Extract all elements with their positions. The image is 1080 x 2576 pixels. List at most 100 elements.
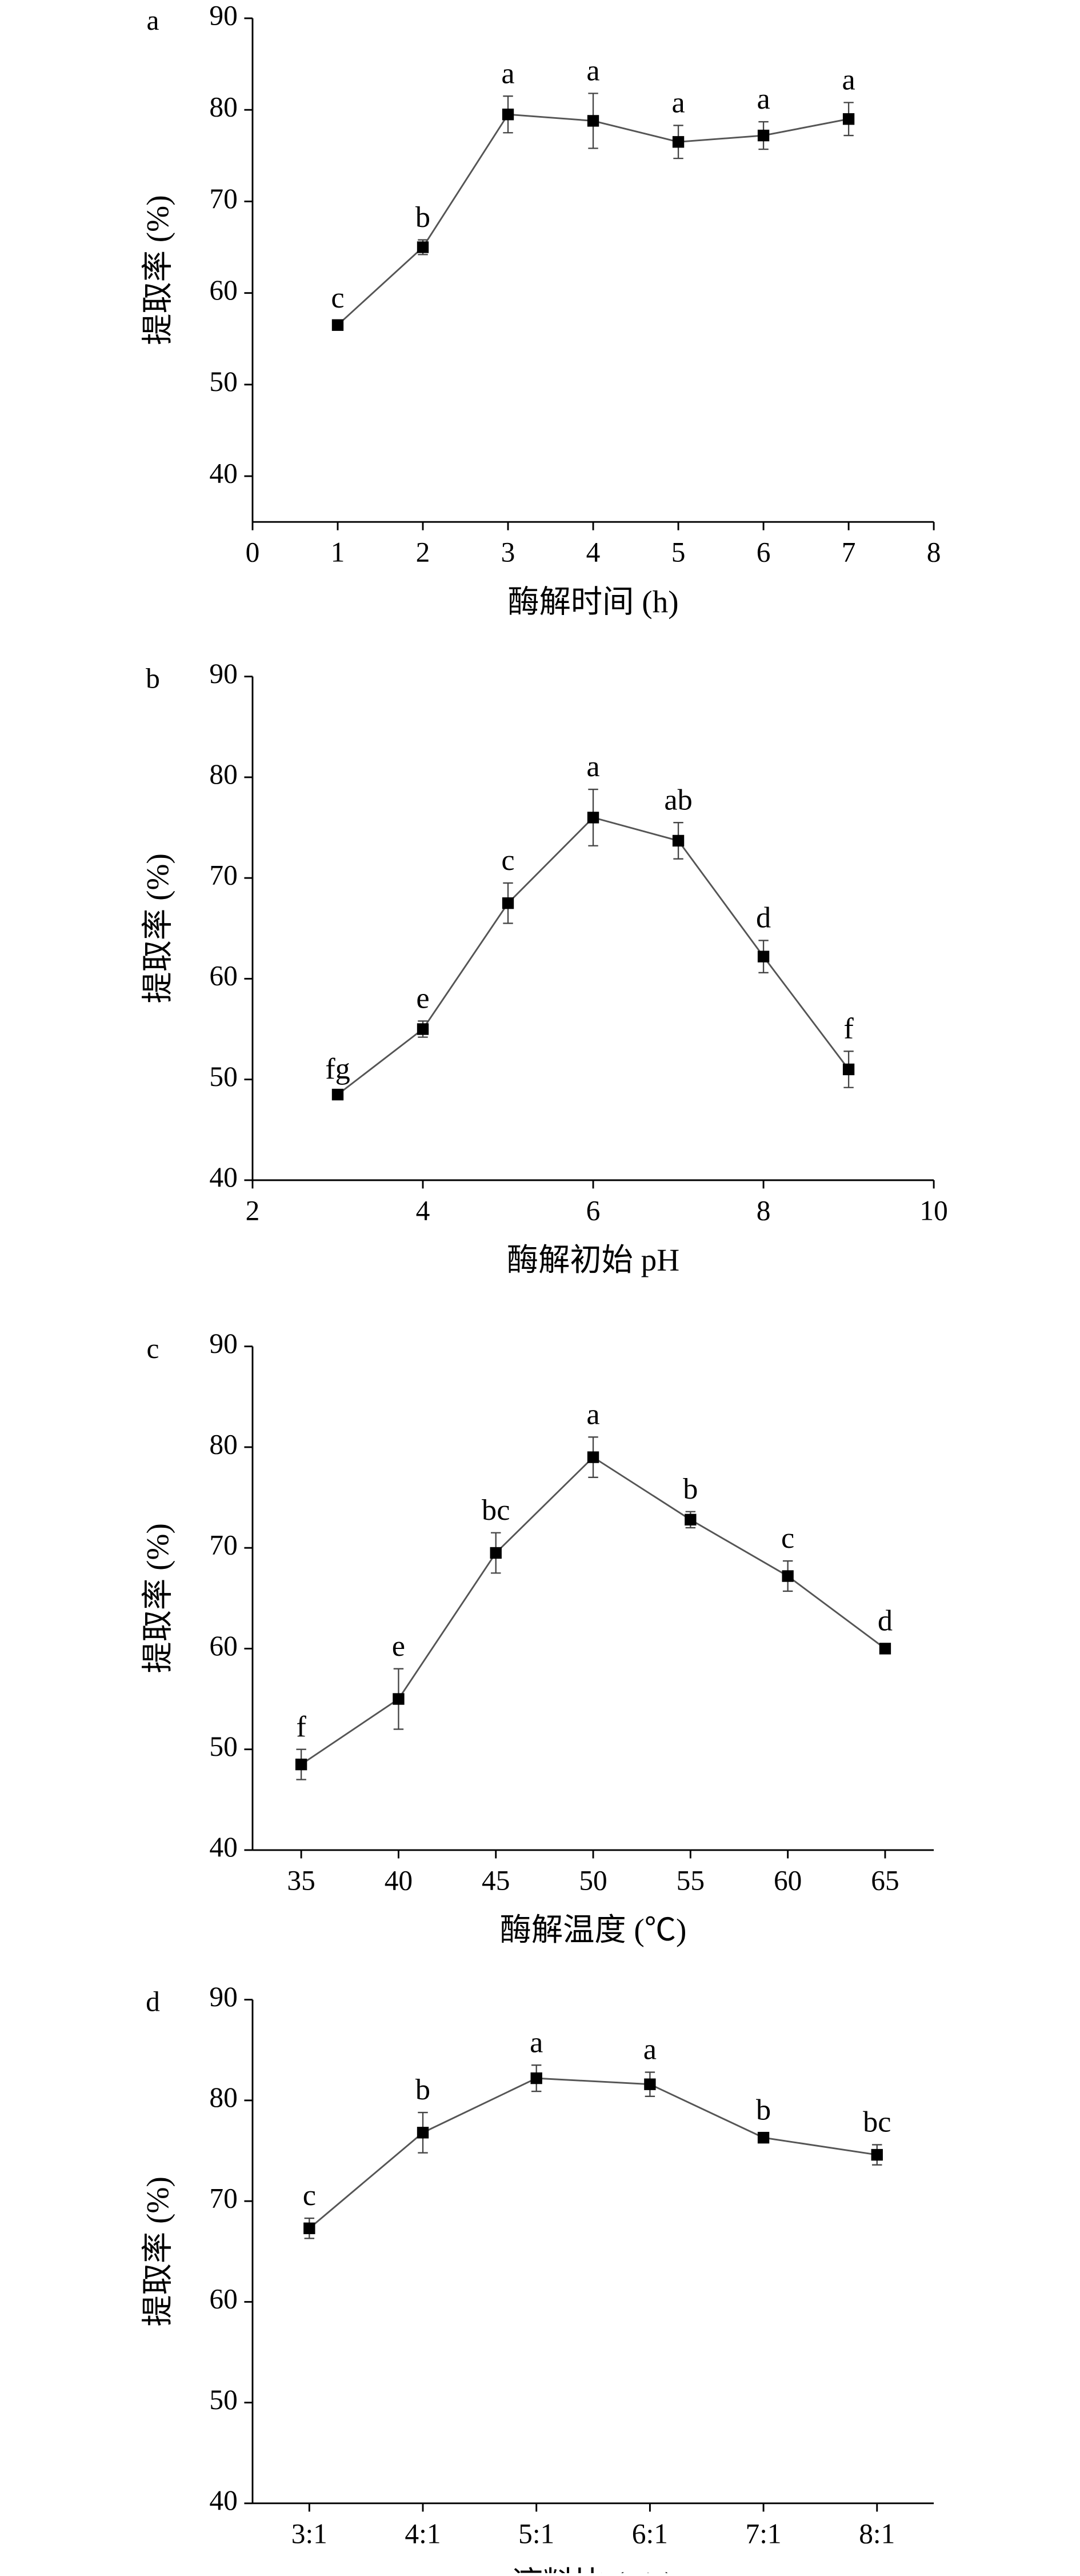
- y-tick-label: 70: [209, 1529, 237, 1561]
- significance-label: f: [843, 1012, 854, 1045]
- y-tick-label: 70: [209, 859, 237, 890]
- data-point: [502, 897, 514, 909]
- significance-label: bc: [482, 1493, 510, 1527]
- data-point: [303, 2222, 315, 2234]
- x-tick-label: 4: [586, 537, 601, 568]
- y-tick-label: 50: [209, 1061, 237, 1092]
- data-point: [842, 113, 855, 125]
- significance-label: b: [415, 2073, 430, 2106]
- y-tick-label: 60: [209, 1630, 237, 1662]
- y-axis-label: 提取率 (%): [141, 195, 175, 345]
- data-point: [417, 241, 429, 253]
- y-tick-label: 40: [209, 457, 237, 489]
- y-tick-label: 40: [209, 1831, 237, 1863]
- data-point: [757, 950, 770, 962]
- data-point: [672, 834, 685, 847]
- x-tick-label: 8:1: [859, 2518, 895, 2549]
- significance-label: c: [781, 1521, 794, 1555]
- significance-label: e: [416, 982, 429, 1015]
- x-tick-label: 0: [246, 537, 260, 568]
- significance-label: f: [296, 1710, 306, 1743]
- x-tick-label: 7:1: [746, 2518, 782, 2549]
- x-tick-label: 60: [774, 1864, 802, 1896]
- data-point: [685, 1513, 697, 1526]
- y-tick-label: 60: [209, 2283, 237, 2315]
- y-tick-label: 40: [209, 2485, 237, 2516]
- significance-label: a: [586, 750, 599, 783]
- significance-label: b: [756, 2093, 771, 2126]
- data-line: [301, 1456, 886, 1766]
- x-axis-label: 酶解温度 (℃): [500, 1912, 687, 1947]
- significance-label: e: [392, 1630, 405, 1663]
- significance-label: a: [530, 2026, 543, 2059]
- panel-label: a: [147, 5, 159, 36]
- significance-label: fg: [325, 1052, 350, 1085]
- data-point: [417, 1023, 429, 1035]
- data-point: [757, 2131, 770, 2144]
- data-point: [417, 2127, 429, 2139]
- data-point: [393, 1693, 405, 1705]
- x-tick-label: 3: [501, 537, 515, 568]
- significance-label: bc: [863, 2106, 891, 2139]
- panel-label: d: [146, 1986, 160, 2018]
- y-tick-label: 70: [209, 2182, 237, 2214]
- x-tick-label: 6:1: [632, 2518, 668, 2549]
- significance-label: c: [501, 844, 514, 877]
- x-tick-label: 65: [871, 1864, 899, 1896]
- data-line: [309, 2077, 877, 2229]
- y-tick-label: 90: [209, 658, 237, 689]
- x-tick-label: 6: [586, 1195, 601, 1226]
- x-tick-label: 8: [757, 1195, 771, 1226]
- y-tick-label: 80: [209, 2082, 237, 2113]
- y-axis-label: 提取率 (%): [141, 1523, 175, 1673]
- significance-label: b: [415, 201, 430, 234]
- data-point: [587, 115, 599, 127]
- data-point: [295, 1758, 307, 1771]
- significance-label: c: [303, 2179, 316, 2212]
- significance-label: a: [643, 2033, 657, 2066]
- x-tick-label: 4: [416, 1195, 430, 1226]
- data-point: [587, 1451, 599, 1463]
- y-axis-label: 提取率 (%): [141, 2176, 175, 2326]
- data-point: [871, 2148, 883, 2161]
- significance-label: d: [878, 1604, 893, 1638]
- x-tick-label: 5: [671, 537, 686, 568]
- y-tick-label: 40: [209, 1161, 237, 1193]
- significance-label: d: [756, 901, 771, 934]
- data-point: [782, 1570, 794, 1582]
- y-tick-label: 70: [209, 183, 237, 214]
- data-line: [337, 816, 850, 1096]
- x-tick-label: 8: [927, 537, 941, 568]
- data-point: [842, 1063, 855, 1076]
- y-tick-label: 60: [209, 960, 237, 992]
- x-tick-label: 40: [385, 1864, 413, 1896]
- y-tick-label: 90: [209, 1328, 237, 1359]
- data-point: [672, 136, 685, 148]
- significance-label: a: [671, 86, 685, 119]
- data-point: [490, 1547, 502, 1559]
- x-tick-label: 2: [416, 537, 430, 568]
- significance-label: a: [501, 57, 514, 90]
- x-tick-label: 1: [331, 537, 345, 568]
- data-point: [757, 129, 770, 142]
- y-tick-label: 50: [209, 1731, 237, 1762]
- data-point: [879, 1643, 891, 1655]
- x-tick-label: 3:1: [291, 2518, 327, 2549]
- y-tick-label: 90: [209, 1981, 237, 2012]
- data-point: [331, 1088, 344, 1101]
- y-tick-label: 80: [209, 1428, 237, 1460]
- x-axis-label: 酶解初始 pH: [507, 1243, 679, 1277]
- y-tick-label: 50: [209, 2384, 237, 2415]
- x-tick-label: 35: [287, 1864, 315, 1896]
- x-axis-label: 酶解时间 (h): [507, 584, 678, 619]
- y-tick-label: 80: [209, 91, 237, 123]
- significance-label: b: [683, 1472, 698, 1505]
- significance-label: a: [842, 63, 855, 97]
- significance-label: c: [331, 281, 344, 314]
- x-tick-label: 5:1: [518, 2518, 554, 2549]
- x-tick-label: 7: [842, 537, 856, 568]
- x-tick-label: 6: [757, 537, 771, 568]
- data-point: [530, 2072, 542, 2084]
